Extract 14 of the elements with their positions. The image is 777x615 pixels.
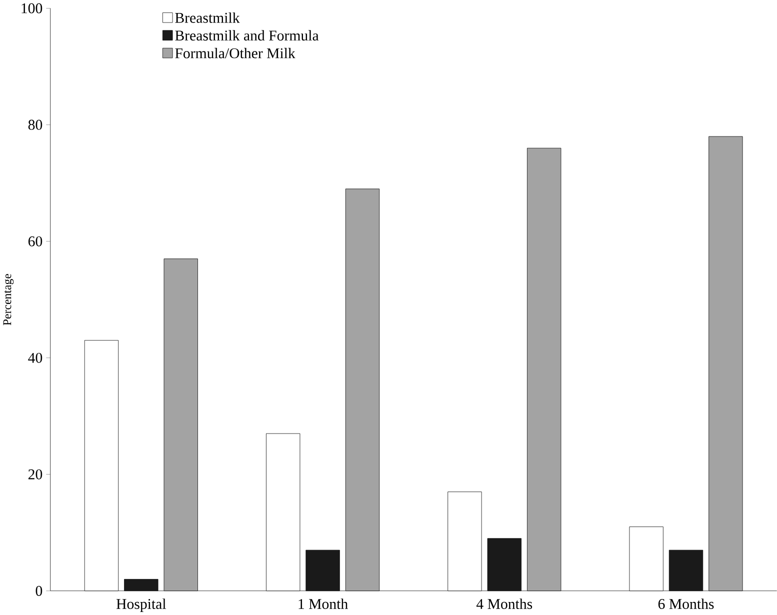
- y-tick-label: 0: [36, 586, 42, 596]
- x-tick-label: 4 Months: [476, 598, 532, 609]
- y-tick-label: 20: [28, 469, 42, 480]
- x-tick-label: Hospital: [116, 598, 166, 612]
- y-tick-label: 40: [28, 352, 42, 363]
- x-tick-label: 1 Month: [298, 598, 348, 609]
- y-tick-label: 100: [22, 3, 42, 14]
- legend-label: Breastmilk and Formula: [175, 30, 319, 40]
- x-tick-label: 6 Months: [658, 598, 714, 609]
- y-axis-title: Percentage: [3, 274, 14, 326]
- y-tick-label: 60: [28, 236, 42, 246]
- legend-label: Formula/Other Milk: [175, 48, 296, 58]
- legend-label: Breastmilk: [175, 12, 240, 23]
- y-tick-label: 80: [28, 120, 42, 130]
